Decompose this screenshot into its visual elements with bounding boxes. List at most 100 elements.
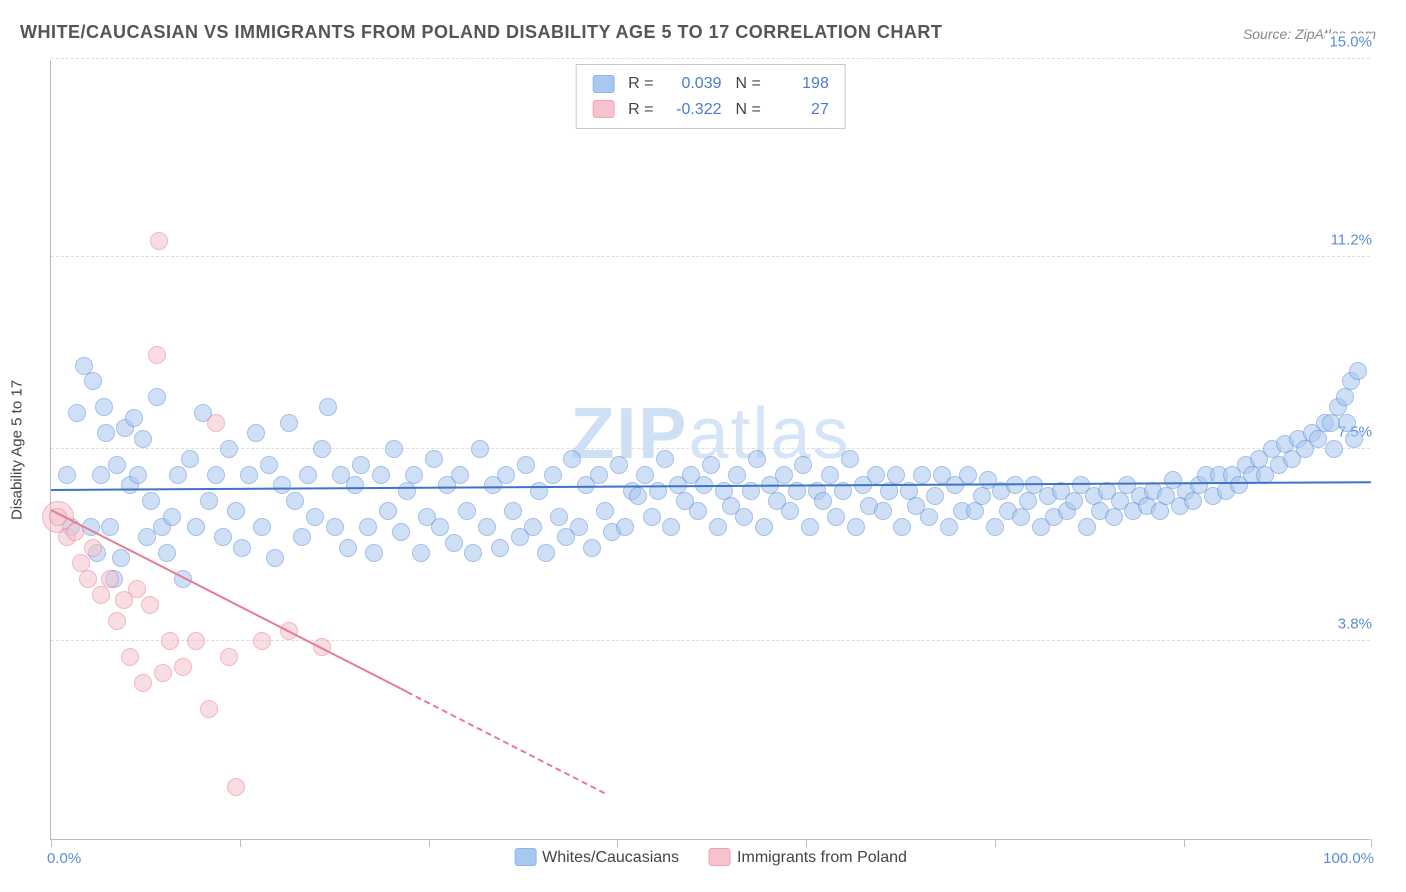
legend-n-value-blue: 198 [775,71,829,97]
scatter-point [596,502,614,520]
scatter-point [1349,362,1367,380]
y-axis-title: Disability Age 5 to 17 [9,379,26,519]
scatter-point [200,700,218,718]
scatter-point [966,502,984,520]
scatter-point [154,664,172,682]
scatter-point [293,528,311,546]
scatter-point [544,466,562,484]
scatter-point [689,502,707,520]
legend-r-label: R = [628,97,653,123]
scatter-point [590,466,608,484]
legend-item-blue: Whites/Caucasians [514,848,679,867]
scatter-point [365,544,383,562]
scatter-point [84,539,102,557]
scatter-point [451,466,469,484]
scatter-point [227,502,245,520]
scatter-point [709,518,727,536]
legend-n-value-pink: 27 [775,97,829,123]
scatter-point [458,502,476,520]
scatter-point [128,580,146,598]
scatter-point [781,502,799,520]
scatter-point [425,450,443,468]
scatter-point [101,570,119,588]
trend-line [407,692,606,795]
scatter-point [372,466,390,484]
scatter-point [97,424,115,442]
gridline [51,256,1370,257]
scatter-point [893,518,911,536]
scatter-point [339,539,357,557]
legend-swatch-pink [592,100,614,118]
x-tick [429,839,430,847]
scatter-point [913,466,931,484]
scatter-point [220,440,238,458]
scatter-point [398,482,416,500]
scatter-point [841,450,859,468]
scatter-point [142,492,160,510]
x-axis-max-label: 100.0% [1323,850,1374,867]
scatter-point [141,596,159,614]
scatter-point [1184,492,1202,510]
scatter-point [537,544,555,562]
scatter-point [253,632,271,650]
scatter-point [728,466,746,484]
scatter-point [445,534,463,552]
x-tick [1371,839,1372,847]
scatter-point [1345,430,1363,448]
scatter-point [134,430,152,448]
scatter-point [920,508,938,526]
scatter-point [379,502,397,520]
scatter-point [79,570,97,588]
scatter-point [174,658,192,676]
scatter-point [187,518,205,536]
scatter-point [385,440,403,458]
scatter-point [636,466,654,484]
scatter-point [125,409,143,427]
legend-r-value-pink: -0.322 [668,97,722,123]
gridline [51,640,1370,641]
scatter-point [570,518,588,536]
scatter-point [583,539,601,557]
y-tick-label: 11.2% [1327,231,1372,248]
scatter-point [240,466,258,484]
scatter-point [405,466,423,484]
scatter-point [478,518,496,536]
scatter-point [266,549,284,567]
chart-title: WHITE/CAUCASIAN VS IMMIGRANTS FROM POLAN… [20,22,942,43]
legend-r-label: R = [628,71,653,97]
scatter-point [887,466,905,484]
legend-n-label: N = [736,97,761,123]
scatter-point [187,632,205,650]
y-tick-label: 15.0% [1325,34,1372,51]
scatter-point [801,518,819,536]
scatter-point [412,544,430,562]
scatter-point [748,450,766,468]
scatter-point [286,492,304,510]
legend-r-value-blue: 0.039 [668,71,722,97]
y-tick-label: 3.8% [1334,616,1372,633]
scatter-point [973,487,991,505]
scatter-point [530,482,548,500]
scatter-point [735,508,753,526]
scatter-point [775,466,793,484]
scatter-point [148,346,166,364]
scatter-point [702,456,720,474]
scatter-point [1078,518,1096,536]
scatter-point [1006,476,1024,494]
scatter-point [847,518,865,536]
scatter-point [940,518,958,536]
scatter-point [181,450,199,468]
scatter-point [359,518,377,536]
scatter-point [227,778,245,796]
scatter-point [158,544,176,562]
legend-swatch-blue [514,848,536,866]
scatter-point [464,544,482,562]
scatter-point [821,466,839,484]
scatter-point [134,674,152,692]
legend-swatch-blue [592,75,614,93]
scatter-point [233,539,251,557]
legend-stats: R = 0.039 N = 198 R = -0.322 N = 27 [575,64,846,129]
scatter-point [207,414,225,432]
scatter-point [867,466,885,484]
x-tick [995,839,996,847]
